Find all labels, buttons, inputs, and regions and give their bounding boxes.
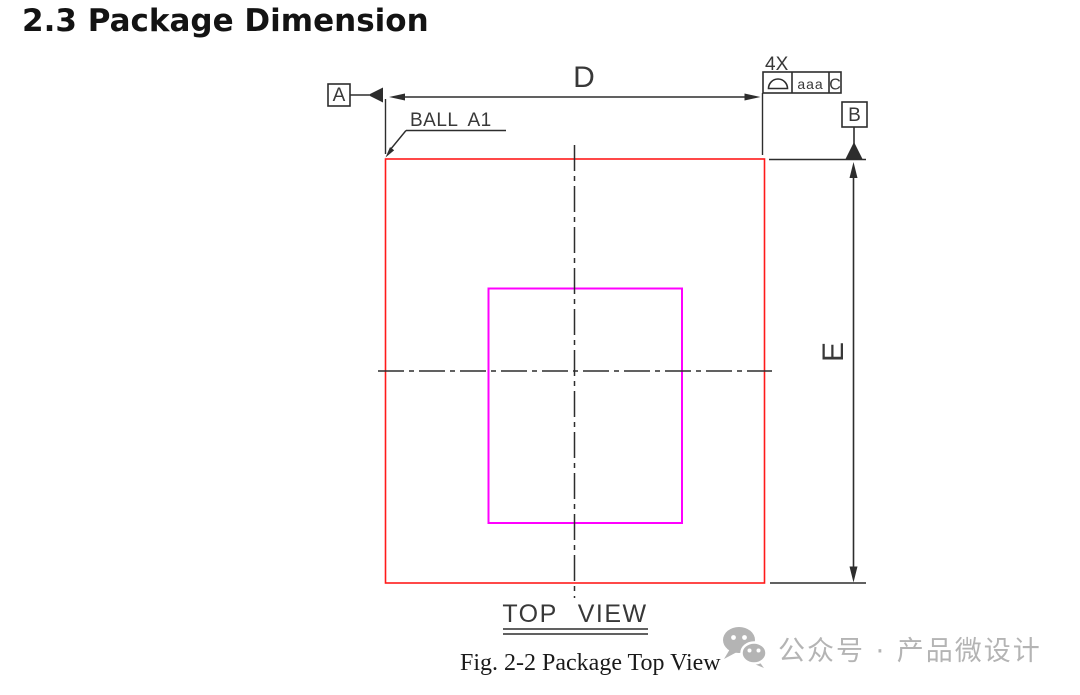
view-label: TOP VIEW (502, 600, 647, 628)
watermark-text: 公众号 · 产品微设计 (778, 635, 1042, 667)
profile-of-surface-icon (767, 78, 789, 90)
figure-caption: Fig. 2-2 Package Top View (460, 650, 721, 676)
die-outline (487, 287, 683, 524)
tolerance-value-label: aaa (797, 76, 823, 92)
datum-b-label: B (848, 105, 861, 126)
section-title: 2.3 Package Dimension (22, 3, 429, 39)
tolerance-datum-label: C (829, 77, 841, 94)
repeat-count-label: 4X (765, 54, 789, 75)
datum-a-label: A (333, 85, 346, 106)
ball-a1-leader (389, 130, 407, 151)
dim-d-label: D (573, 61, 595, 94)
datum-a-triangle-icon (368, 87, 383, 103)
dim-e-arrow-top-icon (849, 162, 858, 178)
datum-b-triangle-icon (845, 142, 863, 160)
dim-e-arrow-bottom-icon (849, 566, 858, 583)
dim-e-label: E (817, 342, 850, 362)
ball-a1-label: BALL A1 (410, 110, 492, 131)
watermark: 公众号 · 产品微设计 (720, 626, 1042, 670)
dim-d-arrow-right-icon (744, 93, 761, 101)
ball-a1-arrow-icon (385, 147, 395, 158)
wechat-icon (723, 627, 768, 668)
dim-d-arrow-left-icon (389, 93, 405, 101)
feature-control-frame (762, 71, 842, 94)
